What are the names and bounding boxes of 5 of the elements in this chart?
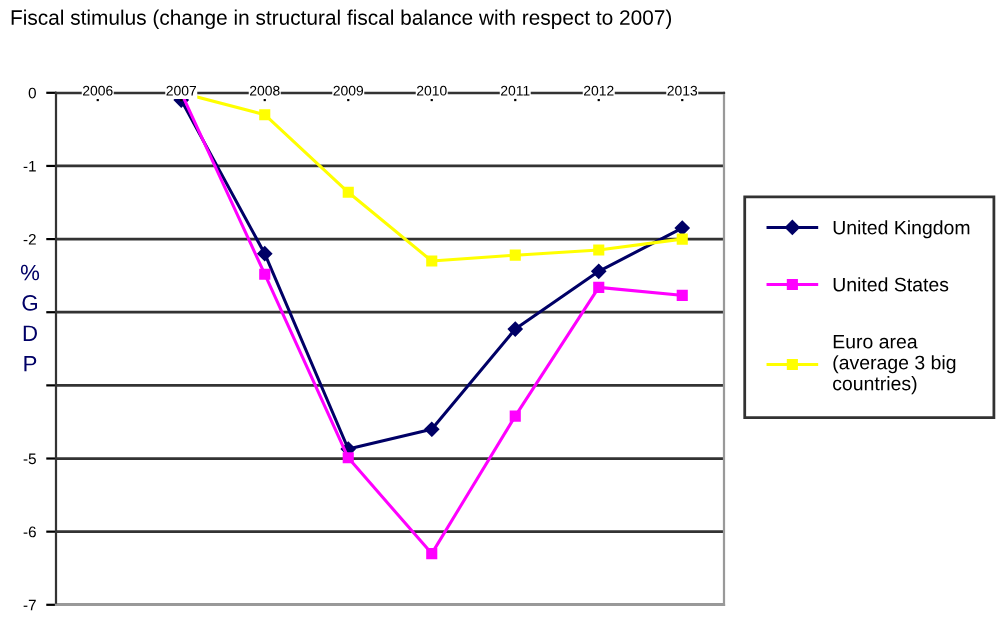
y-axis-title: % GDP bbox=[20, 264, 40, 372]
legend-label: United States bbox=[833, 277, 949, 292]
legend-label: United Kingdom bbox=[833, 220, 970, 239]
legend-label: Euro area (average 3 big countries) bbox=[833, 334, 956, 395]
chart-title: Fiscal stimulus (change in structural fiscal balance with respect to 2007) bbox=[11, 9, 672, 30]
